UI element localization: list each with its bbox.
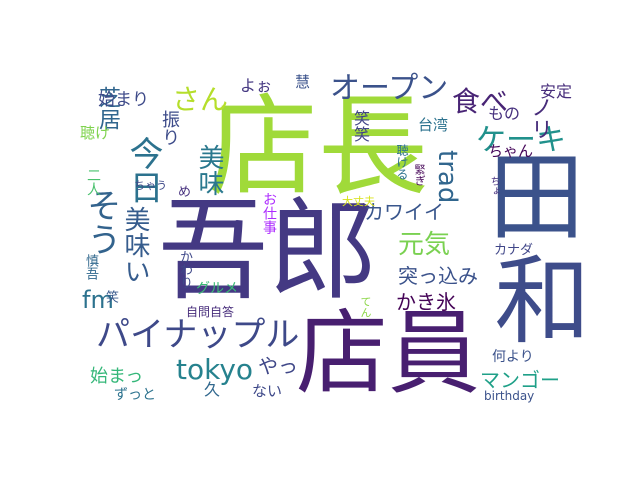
word-tencho: 店長	[208, 83, 428, 211]
word-fm: fm	[82, 286, 114, 314]
word-kawari: かわり	[177, 250, 192, 289]
word-daijoubu: 大丈夫	[342, 195, 375, 208]
word-trad: trad	[432, 150, 462, 204]
word-oishii: 美味い	[120, 206, 150, 284]
word-kinogi: 緊ぎ	[413, 164, 426, 186]
word-cho: ちょ	[488, 176, 499, 196]
word-open: オープン	[330, 71, 449, 106]
word-kawaii: カワイイ	[364, 200, 444, 224]
word-naniyori: 何より	[492, 349, 534, 365]
word-tsukkomi: 突っ込み	[398, 264, 478, 288]
word-birthday: birthday	[484, 389, 535, 403]
word-kakigori: かき氷	[396, 290, 456, 314]
word-nori: ノリ	[527, 96, 552, 140]
word-ta: 田	[472, 146, 584, 242]
word-chan: ちゃん	[488, 142, 534, 160]
word-kikeru: 聴ける	[395, 144, 409, 180]
word-pineapple: パイナップル	[96, 315, 300, 355]
word-kyou: 今日	[123, 136, 163, 204]
word-satoshi: 慧	[293, 74, 311, 89]
word-hajimat: 始まっ	[90, 366, 144, 387]
word-chau: ちゃう	[134, 179, 167, 192]
word-kike: 聴け	[80, 124, 111, 142]
word-yoo: よぉ	[240, 76, 273, 95]
word-goro: 吾郎	[158, 187, 378, 315]
word-wa: 和	[478, 250, 590, 346]
word-hisa: 久	[204, 380, 221, 399]
word-futari: 二人	[85, 168, 101, 196]
word-bimi: 美味	[194, 144, 224, 196]
word-nai: ない	[252, 382, 283, 400]
word-zutto: ずっと	[114, 387, 156, 403]
word-oshigoto: お仕事	[261, 192, 277, 234]
word-canada: カナダ	[494, 243, 534, 258]
word-genki: 元気	[398, 230, 451, 260]
word-tenin: 店員	[296, 300, 481, 407]
word-jimonjito: 自問自答	[186, 305, 235, 319]
word-cake: ケーキ	[476, 123, 566, 158]
word-tokyo: tokyo	[176, 353, 254, 386]
word-san: さん	[172, 83, 229, 116]
word-gurume: グルメ	[196, 281, 238, 297]
word-waraiwarai: 笑笑	[351, 110, 370, 142]
word-ten: てん	[359, 296, 372, 318]
word-shingo: 慎吾	[83, 254, 98, 280]
word-mango: マンゴー	[480, 368, 560, 392]
word-warai: 笑	[103, 290, 118, 303]
word-shibai: 芝居	[95, 86, 120, 130]
word-antei: 安定	[540, 82, 573, 101]
word-tabe: 食べ	[452, 85, 509, 118]
word-furi: 振り	[159, 110, 180, 146]
word-me: め	[178, 185, 192, 200]
word-sou: そう	[81, 188, 121, 256]
word-taiwan: 台湾	[418, 116, 449, 134]
word-hajimari: 始まり	[98, 90, 149, 110]
word-mono: もの	[488, 104, 521, 123]
word-ya: やっ	[258, 354, 298, 378]
